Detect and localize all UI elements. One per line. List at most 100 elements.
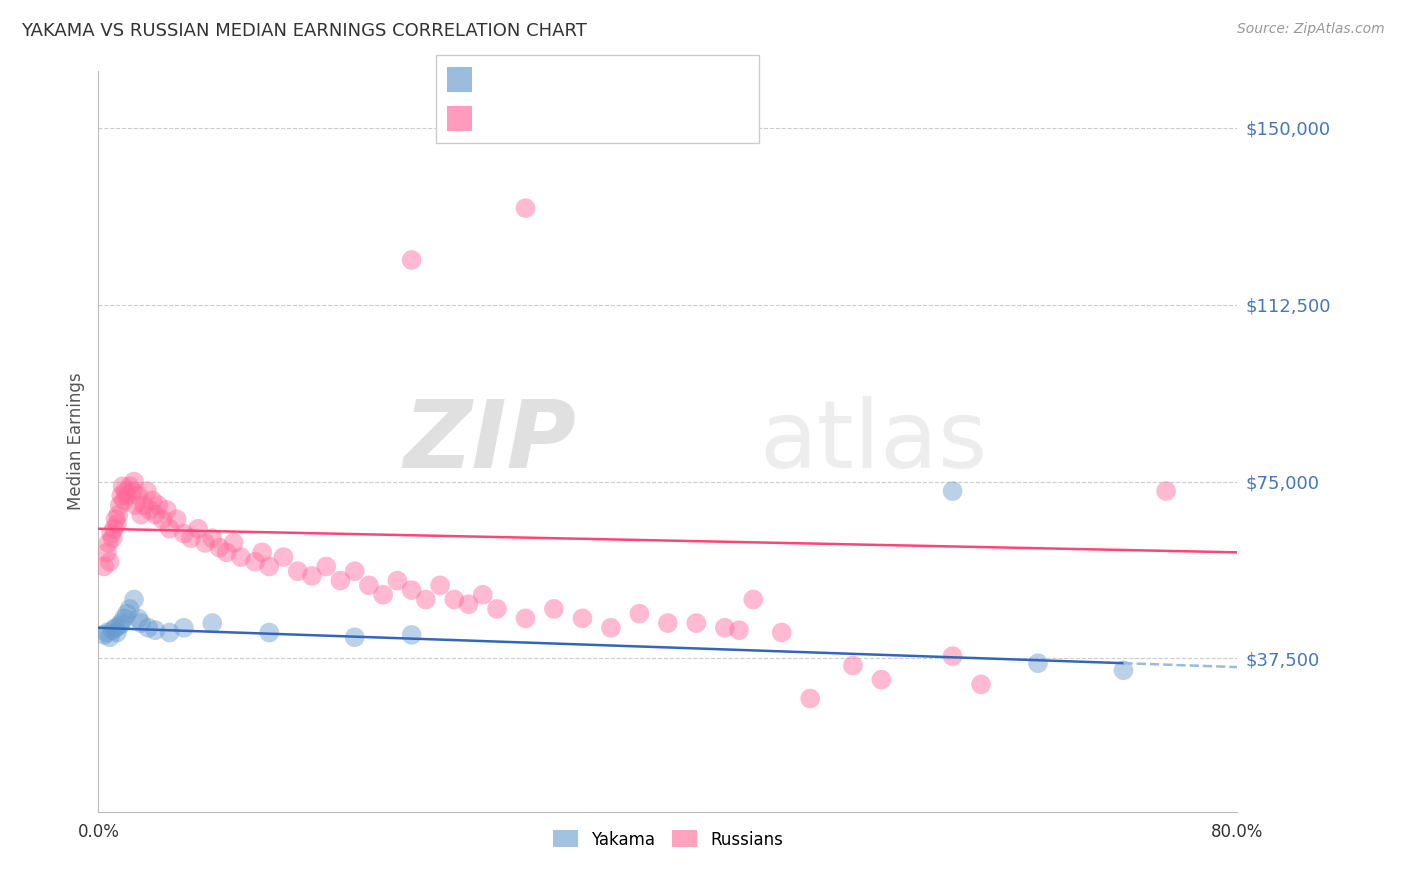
Point xyxy=(201,531,224,545)
Point xyxy=(942,649,965,664)
Text: atlas: atlas xyxy=(759,395,987,488)
Point xyxy=(343,630,366,644)
Point xyxy=(870,673,893,687)
Point xyxy=(145,508,167,522)
Point xyxy=(215,545,238,559)
Legend: Yakama, Russians: Yakama, Russians xyxy=(546,823,790,855)
Point xyxy=(148,498,170,512)
Point xyxy=(110,489,132,503)
Point xyxy=(1026,656,1049,670)
Point xyxy=(799,691,821,706)
Point xyxy=(443,592,465,607)
Point xyxy=(115,607,138,621)
Point xyxy=(329,574,352,588)
Point xyxy=(93,559,115,574)
Point xyxy=(152,512,174,526)
Point xyxy=(287,564,309,578)
Point xyxy=(105,517,128,532)
Point xyxy=(159,522,181,536)
Point xyxy=(714,621,737,635)
Text: ZIP: ZIP xyxy=(404,395,576,488)
Text: 25: 25 xyxy=(638,70,661,89)
Point xyxy=(110,616,132,631)
Point xyxy=(194,536,217,550)
Point xyxy=(201,616,224,631)
Point xyxy=(486,602,509,616)
Point xyxy=(415,592,437,607)
Point xyxy=(187,522,209,536)
Point xyxy=(104,621,127,635)
Point xyxy=(173,621,195,635)
Point xyxy=(571,611,593,625)
Point xyxy=(98,555,121,569)
Point xyxy=(138,503,160,517)
Point xyxy=(124,498,146,512)
Point xyxy=(98,630,121,644)
Point xyxy=(942,484,965,499)
Point xyxy=(112,493,135,508)
Point xyxy=(135,484,157,499)
Point xyxy=(657,616,679,631)
Text: N =: N = xyxy=(579,109,637,128)
Point xyxy=(229,550,252,565)
Point xyxy=(471,588,494,602)
Text: R =: R = xyxy=(484,70,523,89)
Point xyxy=(136,621,159,635)
Point xyxy=(101,623,124,637)
Point xyxy=(97,536,120,550)
Point xyxy=(222,536,245,550)
Point xyxy=(127,489,149,503)
Text: Source: ZipAtlas.com: Source: ZipAtlas.com xyxy=(1237,22,1385,37)
Point xyxy=(600,621,623,635)
Point xyxy=(145,623,167,637)
Point xyxy=(96,545,118,559)
Point xyxy=(118,602,141,616)
Point xyxy=(373,588,395,602)
Point xyxy=(259,559,281,574)
Point xyxy=(103,522,125,536)
Point xyxy=(156,503,179,517)
Point xyxy=(401,252,423,267)
Point xyxy=(141,493,163,508)
Point xyxy=(115,489,138,503)
Point xyxy=(111,479,134,493)
Point xyxy=(301,569,323,583)
Point xyxy=(108,618,131,632)
Point xyxy=(742,592,765,607)
Point xyxy=(515,611,537,625)
Point xyxy=(343,564,366,578)
Point xyxy=(100,526,122,541)
Point xyxy=(129,508,152,522)
Point xyxy=(1154,484,1177,499)
Point xyxy=(180,531,202,545)
Point xyxy=(127,611,149,625)
Point xyxy=(122,592,145,607)
Point xyxy=(429,578,451,592)
Text: N =: N = xyxy=(579,70,637,89)
Text: -0.074: -0.074 xyxy=(520,109,578,128)
Point xyxy=(108,498,131,512)
Point xyxy=(842,658,865,673)
Point xyxy=(970,677,993,691)
Point xyxy=(166,512,188,526)
Point xyxy=(1112,663,1135,677)
Point xyxy=(259,625,281,640)
Point xyxy=(129,616,152,631)
Point xyxy=(543,602,565,616)
Point xyxy=(401,628,423,642)
Point xyxy=(357,578,380,592)
Point xyxy=(243,555,266,569)
Text: R =: R = xyxy=(484,109,523,128)
Point xyxy=(457,597,479,611)
Point xyxy=(101,531,124,545)
Point xyxy=(770,625,793,640)
Point xyxy=(121,484,143,499)
Point xyxy=(118,479,141,493)
Point xyxy=(401,583,423,598)
Text: 76: 76 xyxy=(638,109,661,128)
Point xyxy=(112,611,135,625)
Point xyxy=(273,550,295,565)
Point xyxy=(685,616,707,631)
Text: -0.574: -0.574 xyxy=(520,70,578,89)
Point xyxy=(114,484,136,499)
